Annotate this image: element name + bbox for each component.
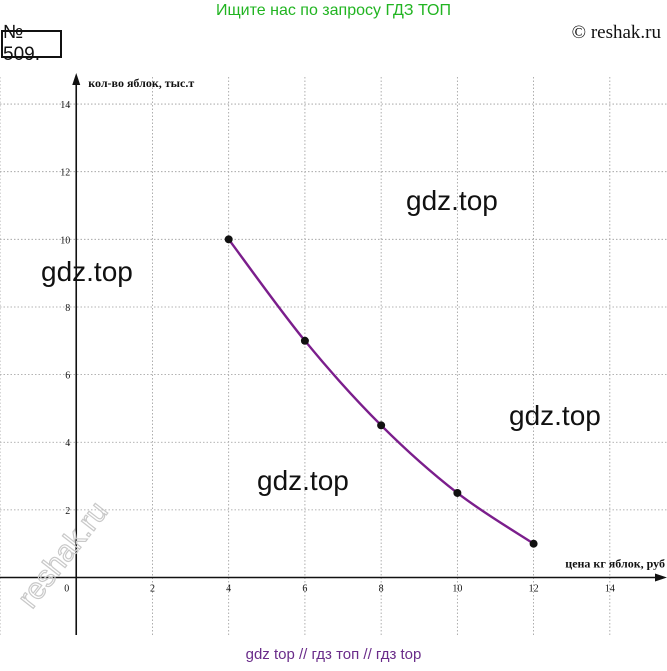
- x-tick-label: 4: [226, 584, 231, 595]
- x-tick-label: 14: [605, 584, 615, 595]
- y-tick-label: 14: [60, 100, 70, 111]
- chart-ticks: 2 4 6 8 10 12 14 2 4 6 8 10 12 14 0: [60, 100, 615, 594]
- gdz-watermark: gdz.top: [41, 256, 133, 287]
- y-tick-label: 2: [65, 506, 70, 517]
- data-point: [300, 336, 309, 345]
- bottom-banner: gdz top // гдз топ // гдз top: [245, 646, 422, 663]
- origin-label: 0: [64, 584, 69, 595]
- data-point: [453, 488, 462, 497]
- y-axis-arrow: [72, 73, 81, 85]
- x-tick-label: 12: [529, 584, 539, 595]
- gdz-watermark: gdz.top: [257, 465, 349, 496]
- y-tick-label: 6: [65, 371, 70, 382]
- x-axis-label: цена кг яблок, руб: [565, 557, 665, 571]
- chart-grid: [0, 77, 667, 635]
- chart-axis-labels: кол-во яблок, тыс.т цена кг яблок, руб: [88, 76, 665, 571]
- x-tick-label: 8: [379, 584, 384, 595]
- y-tick-label: 8: [65, 303, 70, 314]
- chart-axes: [0, 73, 667, 635]
- data-point: [377, 421, 386, 430]
- data-point: [529, 539, 538, 548]
- watermark-layer: gdz.top gdz.top gdz.top gdz.top reshak.r…: [11, 185, 601, 615]
- top-banner: Ищите нас по запросу ГДЗ ТОП: [216, 2, 451, 19]
- x-tick-label: 2: [150, 584, 155, 595]
- y-axis-label: кол-во яблок, тыс.т: [88, 76, 194, 90]
- gdz-watermark: gdz.top: [509, 400, 601, 431]
- y-tick-label: 10: [60, 235, 70, 246]
- x-axis-arrow: [655, 573, 667, 582]
- data-point: [224, 235, 233, 244]
- gdz-watermark: gdz.top: [406, 185, 498, 216]
- reshak-watermark: reshak.ru: [12, 495, 115, 614]
- task-number-label: № 509.: [3, 22, 40, 65]
- y-tick-label: 12: [60, 168, 70, 179]
- x-tick-label: 10: [452, 584, 462, 595]
- chart-series: [224, 235, 538, 548]
- task-number-box: № 509.: [1, 22, 62, 65]
- copyright-text: © reshak.ru: [571, 22, 661, 43]
- x-tick-label: 6: [302, 584, 307, 595]
- y-tick-label: 4: [65, 438, 70, 449]
